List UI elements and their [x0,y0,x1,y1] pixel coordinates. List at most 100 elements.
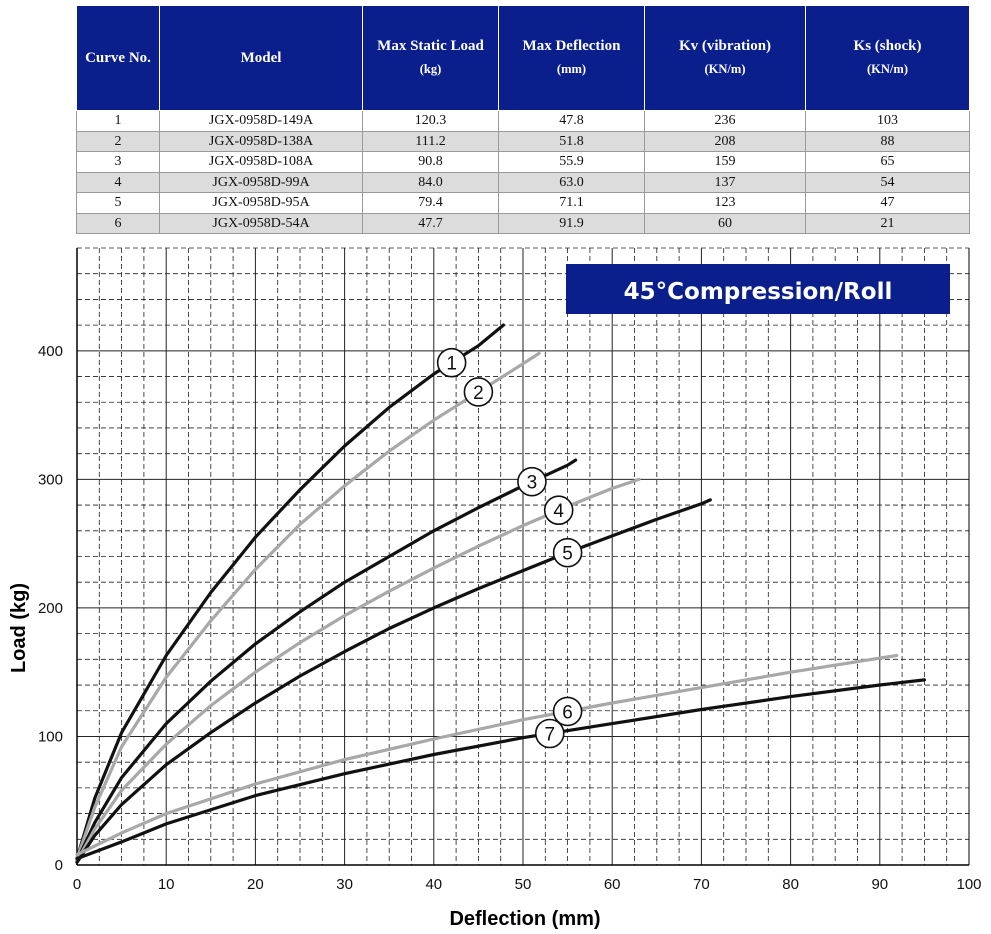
x-tick-label: 100 [956,876,981,893]
curve-marker-label: 5 [562,544,573,565]
curve-marker-circle [436,347,467,378]
header-ks: Ks (shock) (KN/m) [805,5,970,111]
curve-marker-label: 6 [562,702,573,723]
cell-kv: 123 [644,192,806,214]
cell-model: JGX-0958D-54A [159,212,363,234]
cell-curve-no: 1 [76,110,160,132]
cell-ks: 103 [805,110,970,132]
curve-marker-5: 5 [552,537,583,568]
cell-ks: 21 [805,212,970,234]
cell-max-deflection: 55.9 [498,151,645,173]
header-kv: Kv (vibration) (KN/m) [644,5,806,111]
y-tick-label: 300 [38,471,63,488]
cell-max-static-load: 120.3 [362,110,499,132]
x-tick-label: 70 [693,876,710,893]
cell-curve-no: 3 [76,151,160,173]
cell-max-static-load: 84.0 [362,171,499,193]
cell-curve-no: 4 [76,171,160,193]
curve-marker-label: 3 [527,473,538,494]
table-row: 1 JGX-0958D-149A 120.3 47.8 236 103 [76,110,970,132]
curve-marker-circle [543,495,574,526]
y-axis-title: Load (kg) [8,583,30,673]
cell-model: JGX-0958D-95A [159,192,363,214]
curve-marker-circle [463,377,494,407]
curve-marker-6: 6 [552,696,583,727]
cell-model: JGX-0958D-149A [159,110,363,132]
x-axis-title: Deflection (mm) [449,908,600,930]
spec-table: Curve No. Model Max Static Load (kg) Max … [76,5,970,234]
spec-table-body: 1 JGX-0958D-149A 120.3 47.8 236 103 2 JGX-0958D… [76,110,970,234]
cell-max-static-load: 111.2 [362,130,499,152]
cell-kv: 236 [644,110,806,132]
y-tick-label: 0 [55,857,63,874]
marker-layer: 12 34 5 67 [436,347,583,749]
chart-title-badge: 45°Compression/Roll [566,264,950,314]
cell-max-static-load: 79.4 [362,192,499,214]
curve-marker-4: 4 [543,495,574,526]
table-row: 6 JGX-0958D-54A 47.7 91.9 60 21 [76,212,970,234]
cell-model: JGX-0958D-108A [159,151,363,173]
header-curve-no: Curve No. [76,5,160,111]
cell-curve-no: 5 [76,192,160,214]
curve-marker-1: 1 [436,347,467,378]
cell-max-deflection: 51.8 [498,130,645,152]
axis-layer: 0 10 20 30 40 50 60 70 80 90 100 0 100 200 300 400 [38,248,982,893]
cell-max-static-load: 47.7 [362,212,499,234]
series-line-6 [75,653,899,857]
x-tick-label: 0 [73,876,81,893]
title-badge-background [566,264,950,314]
table-row: 2 JGX-0958D-138A 111.2 51.8 208 88 [76,130,970,152]
cell-curve-no: 6 [76,212,160,234]
x-tick-label: 20 [247,876,264,893]
cell-curve-no: 2 [76,130,160,152]
curve-marker-circle [517,466,547,497]
curve-marker-label: 1 [446,354,457,375]
series-line-4 [75,477,641,863]
curve-marker-7: 7 [534,718,565,749]
cell-kv: 159 [644,151,806,173]
x-tick-label: 90 [871,876,888,893]
curve-marker-circle [552,696,583,727]
table-row: 3 JGX-0958D-108A 90.8 55.9 159 65 [76,151,970,173]
series-line-7 [75,678,926,861]
cell-max-deflection: 71.1 [498,192,645,214]
x-tick-label: 30 [336,876,353,893]
series-line-3 [75,458,578,863]
cell-max-deflection: 91.9 [498,212,645,234]
header-model: Model [159,5,363,111]
cell-kv: 60 [644,212,806,234]
cell-max-static-load: 90.8 [362,151,499,173]
cell-max-deflection: 47.8 [498,110,645,132]
curve-marker-label: 2 [473,383,484,404]
curve-marker-circle [534,718,565,749]
curve-marker-2: 2 [463,377,494,407]
cell-ks: 54 [805,171,970,193]
curve-marker-label: 4 [553,501,564,522]
table-row: 5 JGX-0958D-95A 79.4 71.1 123 47 [76,192,970,214]
cell-ks: 47 [805,192,970,214]
cell-kv: 208 [644,130,806,152]
cell-model: JGX-0958D-99A [159,171,363,193]
cell-ks: 88 [805,130,970,152]
spec-table-header: Curve No. Model Max Static Load (kg) Max … [76,5,970,111]
cell-ks: 65 [805,151,970,173]
series-line-1 [75,323,505,861]
series-line-5 [75,498,712,864]
curve-marker-3: 3 [517,466,547,497]
cell-kv: 137 [644,171,806,193]
cell-max-deflection: 63.0 [498,171,645,193]
x-tick-label: 50 [515,876,532,893]
curve-marker-circle [552,537,583,568]
y-tick-label: 200 [38,600,63,617]
header-max-deflection: Max Deflection (mm) [498,5,645,111]
y-tick-label: 400 [38,343,63,360]
grid-layer [76,247,970,866]
x-tick-label: 60 [604,876,621,893]
y-tick-label: 100 [38,728,63,745]
header-max-static-load: Max Static Load (kg) [362,5,499,111]
x-tick-label: 40 [425,876,442,893]
curve-marker-label: 7 [544,725,555,746]
chart-title: 45°Compression/Roll [624,279,893,305]
x-tick-label: 80 [782,876,799,893]
